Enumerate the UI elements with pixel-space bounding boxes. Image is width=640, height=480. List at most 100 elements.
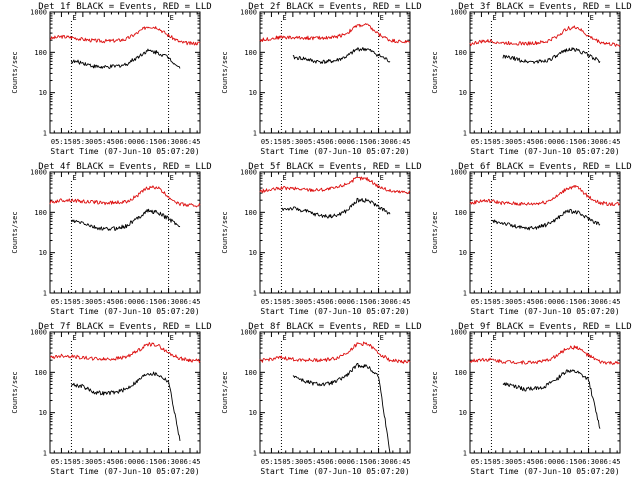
x-axis-label: Start Time (07-Jun-10 05:07:20)	[260, 307, 409, 316]
y-tick-label: 100	[244, 369, 257, 377]
lld-series-line	[49, 342, 201, 363]
event-marker-label: E	[380, 14, 384, 22]
lld-series-line	[259, 176, 411, 195]
x-tick-label: 06:30	[158, 298, 179, 306]
x-tick-label: 06:30	[368, 458, 389, 466]
plot-frame	[49, 171, 201, 294]
y-tick-label: 1000	[450, 169, 467, 177]
y-axis-label: Counts/sec	[11, 371, 19, 413]
x-tick-label: 05:30	[72, 458, 93, 466]
events-series-line	[491, 208, 601, 231]
y-axis-label: Counts/sec	[431, 211, 439, 253]
events-series-line	[292, 47, 391, 64]
event-marker-label: E	[282, 334, 286, 342]
x-tick-label: 05:15	[261, 458, 282, 466]
y-tick-label: 10	[249, 89, 257, 97]
x-axis-label: Start Time (07-Jun-10 05:07:20)	[50, 307, 199, 316]
x-axis-label: Start Time (07-Jun-10 05:07:20)	[260, 467, 409, 476]
x-tick-label: 05:15	[51, 138, 72, 146]
detector-panel-8: Det 8f BLACK = Events, RED = LLD 1 10 100 10…	[221, 322, 422, 476]
lld-series-line	[259, 23, 411, 44]
x-tick-label: 05:45	[94, 138, 115, 146]
event-marker-label: E	[72, 14, 76, 22]
x-tick-label: 05:15	[471, 138, 492, 146]
detector-panel-3: Det 3f BLACK = Events, RED = LLD 1 10 100 10…	[431, 2, 632, 156]
y-tick-label: 10	[459, 249, 467, 257]
panel-title: Det 2f BLACK = Events, RED = LLD	[248, 2, 421, 12]
y-tick-label: 1000	[240, 9, 257, 17]
events-series-line	[281, 197, 391, 219]
lld-series-line	[469, 345, 621, 366]
detector-panel-5: Det 5f BLACK = Events, RED = LLD 1 10 100 10…	[221, 162, 422, 316]
y-tick-label: 1	[43, 290, 47, 298]
y-tick-label: 1	[463, 130, 467, 138]
detector-panel-7: Det 7f BLACK = Events, RED = LLD 1 10 100 10…	[11, 322, 212, 476]
x-tick-label: 06:15	[137, 458, 158, 466]
y-tick-label: 1	[253, 290, 257, 298]
x-tick-label: 06:45	[599, 458, 620, 466]
x-tick-label: 06:45	[599, 298, 620, 306]
plot-frame	[259, 331, 411, 454]
panel-title: Det 3f BLACK = Events, RED = LLD	[458, 2, 631, 12]
y-axis-label: Counts/sec	[11, 211, 19, 253]
panel-title: Det 1f BLACK = Events, RED = LLD	[38, 2, 211, 12]
y-tick-label: 1	[43, 450, 47, 458]
x-tick-label: 06:30	[578, 298, 599, 306]
x-tick-label: 06:00	[115, 458, 136, 466]
x-tick-label: 06:15	[347, 298, 368, 306]
event-marker-label: E	[492, 14, 496, 22]
plot-frame	[49, 11, 201, 134]
event-marker-label: E	[72, 334, 76, 342]
event-marker-label: E	[170, 14, 174, 22]
events-series-line	[502, 369, 601, 429]
y-tick-label: 100	[244, 209, 257, 217]
panel-title: Det 9f BLACK = Events, RED = LLD	[458, 322, 631, 332]
x-tick-label: 05:15	[261, 298, 282, 306]
x-tick-label: 05:45	[304, 458, 325, 466]
y-tick-label: 1000	[30, 329, 47, 337]
event-marker-label: E	[492, 334, 496, 342]
y-tick-label: 100	[34, 49, 47, 57]
x-tick-label: 06:45	[179, 458, 200, 466]
events-series-line	[292, 362, 391, 454]
x-tick-label: 06:15	[137, 138, 158, 146]
panel-title: Det 4f BLACK = Events, RED = LLD	[38, 162, 211, 172]
detector-panel-6: Det 6f BLACK = Events, RED = LLD 1 10 100 10…	[431, 162, 632, 316]
y-tick-label: 1000	[30, 9, 47, 17]
y-axis-label: Counts/sec	[221, 371, 229, 413]
plot-frame	[259, 171, 411, 294]
event-marker-label: E	[282, 174, 286, 182]
event-marker-label: E	[170, 334, 174, 342]
events-series-line	[70, 48, 181, 69]
plot-frame	[469, 331, 621, 454]
event-marker-label: E	[590, 174, 594, 182]
event-marker-label: E	[492, 174, 496, 182]
x-tick-label: 06:15	[347, 138, 368, 146]
y-tick-label: 100	[454, 209, 467, 217]
plot-frame	[469, 171, 621, 294]
y-tick-label: 100	[244, 49, 257, 57]
plot-frame	[259, 11, 411, 134]
lld-series-line	[49, 26, 201, 46]
x-tick-label: 05:45	[94, 298, 115, 306]
x-tick-label: 05:15	[51, 298, 72, 306]
x-tick-label: 05:30	[282, 138, 303, 146]
detector-panel-1: Det 1f BLACK = Events, RED = LLD 1 10 100 10…	[11, 2, 212, 156]
x-tick-label: 06:15	[137, 298, 158, 306]
y-tick-label: 1000	[450, 9, 467, 17]
y-tick-label: 1	[463, 290, 467, 298]
x-tick-label: 06:45	[599, 138, 620, 146]
x-tick-label: 06:45	[179, 138, 200, 146]
y-tick-label: 10	[39, 249, 47, 257]
x-tick-label: 05:15	[471, 458, 492, 466]
y-tick-label: 1	[463, 450, 467, 458]
y-tick-label: 10	[39, 89, 47, 97]
x-tick-label: 05:45	[304, 138, 325, 146]
y-tick-label: 100	[34, 369, 47, 377]
detector-panel-9: Det 9f BLACK = Events, RED = LLD 1 10 100 10…	[431, 322, 632, 476]
x-tick-label: 06:30	[158, 138, 179, 146]
x-tick-label: 06:00	[115, 138, 136, 146]
x-tick-label: 05:30	[282, 458, 303, 466]
x-tick-label: 06:00	[325, 138, 346, 146]
